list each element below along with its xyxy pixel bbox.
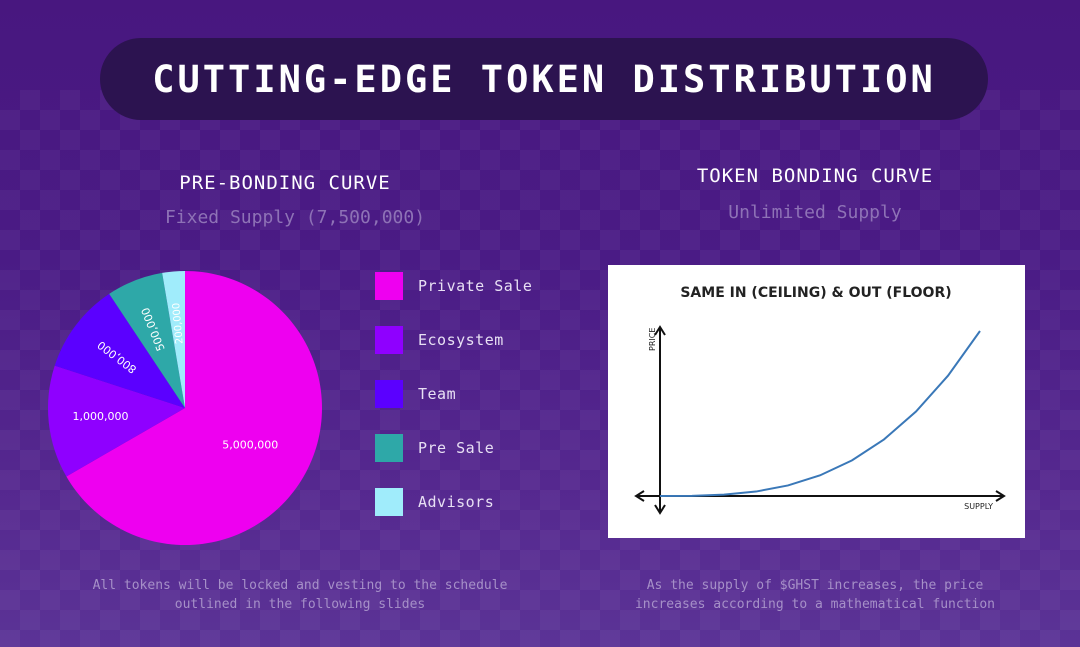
title-banner: CUTTING-EDGE TOKEN DISTRIBUTION xyxy=(100,38,988,120)
legend-item: Team xyxy=(375,380,532,408)
legend-label: Private Sale xyxy=(418,277,533,295)
y-axis-label: PRICE xyxy=(648,328,657,351)
right-footer-line2: increases according to a mathematical fu… xyxy=(634,597,996,612)
legend-item: Pre Sale xyxy=(375,434,532,462)
right-heading: TOKEN BONDING CURVE xyxy=(696,165,934,187)
left-footer-line2: outlined in the following slides xyxy=(174,597,426,612)
pie-data-label: 200,000 xyxy=(171,302,185,344)
x-axis-label: SUPPLY xyxy=(964,502,993,511)
pie-slice-private-sale xyxy=(66,271,322,545)
legend-label: Advisors xyxy=(418,493,495,511)
legend-swatch xyxy=(375,272,403,300)
pie-slice-pre-sale xyxy=(109,272,185,408)
legend-swatch xyxy=(375,380,403,408)
legend-swatch xyxy=(375,434,403,462)
legend-swatch xyxy=(375,488,403,516)
right-footer: As the supply of $GHST increases, the pr… xyxy=(585,576,1045,614)
legend-item: Advisors xyxy=(375,488,532,516)
right-footer-line1: As the supply of $GHST increases, the pr… xyxy=(646,578,984,593)
left-footer: All tokens will be locked and vesting to… xyxy=(60,576,540,614)
curve-title: SAME IN (CEILING) & OUT (FLOOR) xyxy=(680,285,951,301)
page-title: CUTTING-EDGE TOKEN DISTRIBUTION xyxy=(152,57,936,101)
left-footer-line1: All tokens will be locked and vesting to… xyxy=(92,578,508,593)
legend-label: Ecosystem xyxy=(418,331,504,349)
legend-label: Team xyxy=(418,385,457,403)
legend-label: Pre Sale xyxy=(418,439,495,457)
left-subheading: Fixed Supply (7,500,000) xyxy=(164,207,426,228)
left-heading: PRE-BONDING CURVE xyxy=(179,172,391,194)
pie-slice-team xyxy=(54,293,185,408)
legend-item: Private Sale xyxy=(375,272,532,300)
right-subheading: Unlimited Supply xyxy=(728,202,902,223)
pie-slice-ecosystem xyxy=(48,365,186,477)
pie-data-label: 1,000,000 xyxy=(73,410,129,423)
legend-item: Ecosystem xyxy=(375,326,532,354)
pie-slice-advisors xyxy=(162,271,185,408)
pie-data-label: 5,000,000 xyxy=(222,439,278,452)
bonding-curve-chart: SAME IN (CEILING) & OUT (FLOOR) SUPPLY PRI… xyxy=(608,265,1025,538)
axis-arrows xyxy=(634,325,1006,515)
bonding-curve-line xyxy=(659,330,981,497)
pie-legend: Private Sale Ecosystem Team Pre Sale Advisor… xyxy=(375,272,532,542)
legend-swatch xyxy=(375,326,403,354)
